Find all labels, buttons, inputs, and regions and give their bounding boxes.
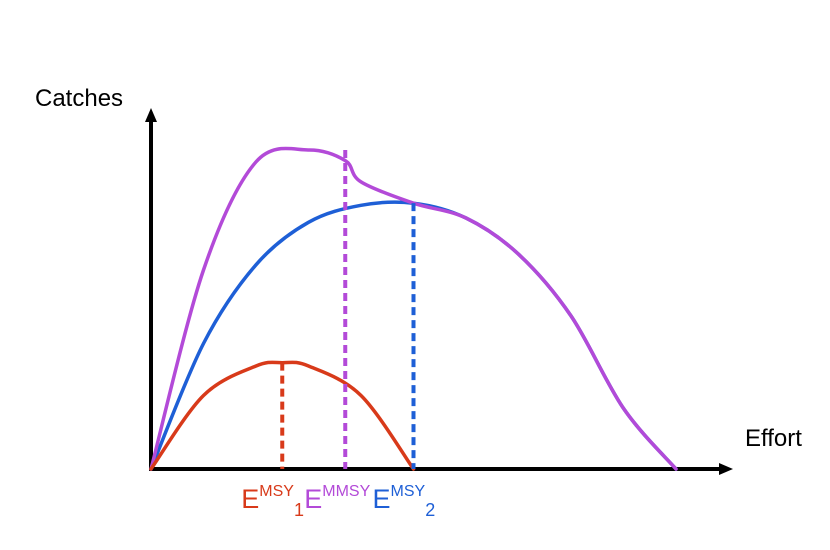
tick-label-superscript: MSY: [391, 483, 426, 500]
tick-label-main: E: [241, 484, 259, 514]
marker-layer: [280, 150, 416, 469]
tick-label-subscript: 1: [294, 500, 304, 520]
axes: [145, 108, 733, 475]
x-axis-arrowhead: [719, 463, 733, 475]
tick-label-main: E: [304, 484, 322, 514]
x-axis-label: Effort: [745, 425, 802, 452]
tick-label-superscript: MSY: [259, 483, 294, 500]
tick-label-superscript: MMSY: [322, 483, 370, 500]
tick-label-1: EMSY1: [241, 483, 304, 520]
y-axis-arrowhead: [145, 108, 157, 122]
y-axis-label: Catches: [35, 85, 123, 112]
curve-total: [149, 146, 678, 471]
tick-label-layer: EMSY1 EMMSY EMSY2: [241, 483, 435, 520]
tick-label-2: EMMSY: [304, 483, 370, 514]
tick-label-3: EMSY2: [373, 483, 436, 520]
tick-label-main: E: [373, 484, 391, 514]
tick-label-subscript: 2: [425, 500, 435, 520]
